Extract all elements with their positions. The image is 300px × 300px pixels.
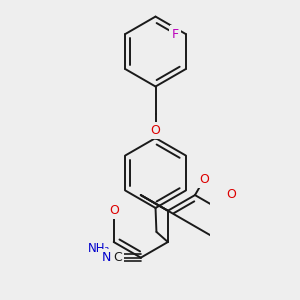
Text: F: F xyxy=(171,28,178,40)
Text: O: O xyxy=(151,124,160,137)
Text: O: O xyxy=(199,172,209,186)
Text: O: O xyxy=(109,204,118,217)
Text: N: N xyxy=(102,251,111,264)
Text: O: O xyxy=(226,188,236,201)
Text: C: C xyxy=(113,251,122,264)
Text: NH₂: NH₂ xyxy=(88,242,110,255)
Text: F: F xyxy=(172,27,179,40)
